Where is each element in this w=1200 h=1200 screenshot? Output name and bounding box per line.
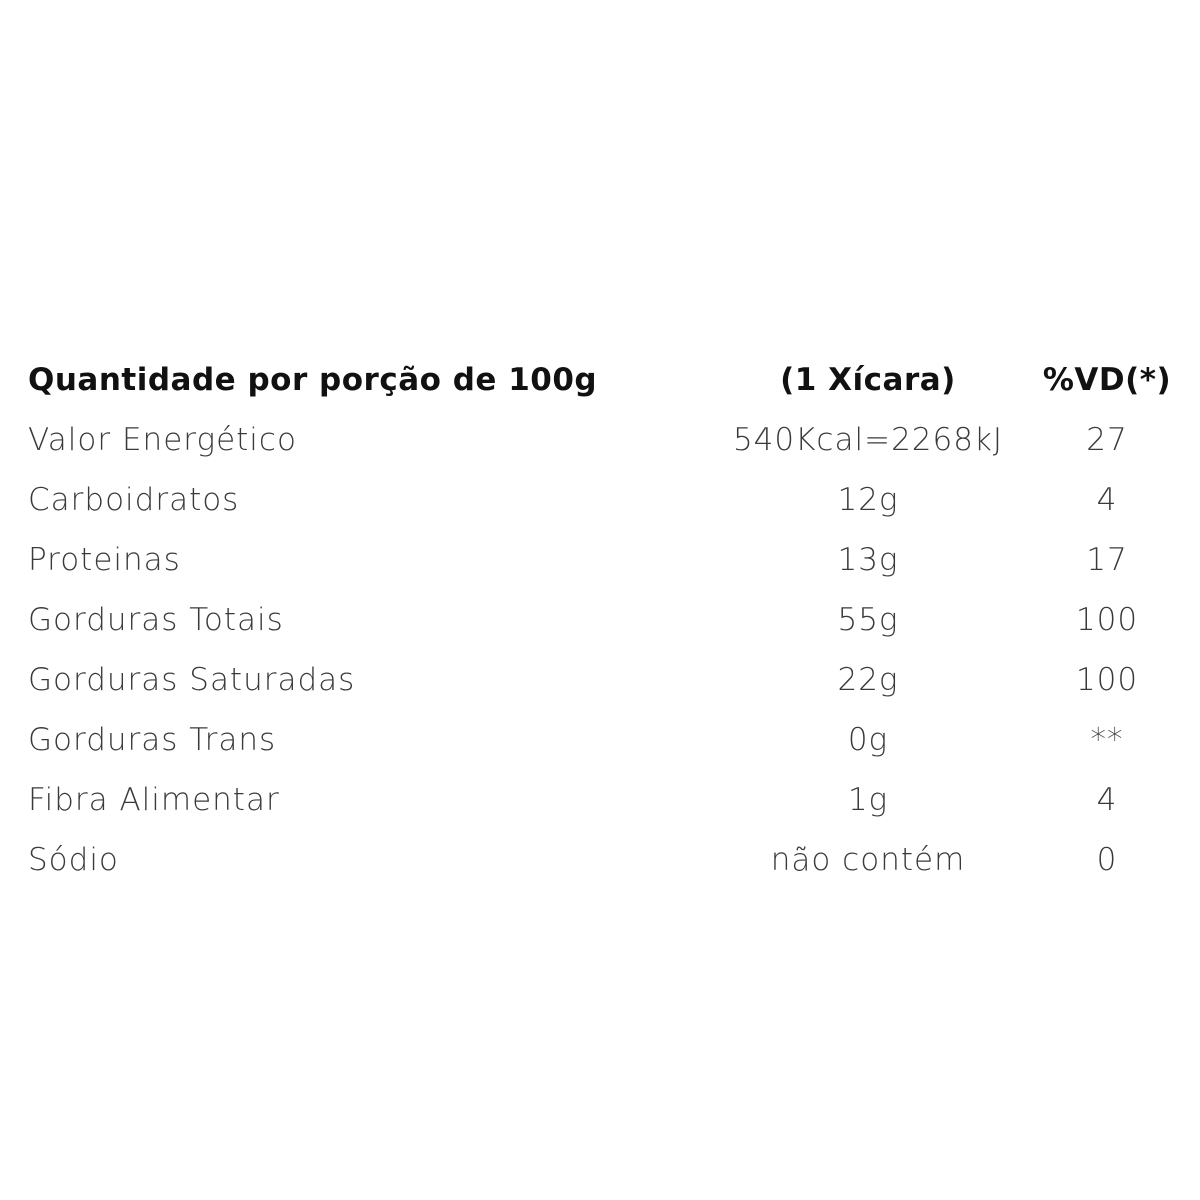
- table-row: Gorduras Trans 0g **: [0, 710, 1200, 770]
- table-row: Proteinas 13g 17: [0, 530, 1200, 590]
- table-row: Gorduras Saturadas 22g 100: [0, 650, 1200, 710]
- header-daily-value: %VD(*): [1042, 362, 1172, 398]
- header-amount: (1 Xícara): [780, 362, 956, 398]
- nutrient-amount: 22g: [837, 662, 899, 698]
- table-row: Carboidratos 12g 4: [0, 470, 1200, 530]
- table-row: Gorduras Totais 55g 100: [0, 590, 1200, 650]
- nutrient-label: Gorduras Trans: [28, 722, 277, 758]
- nutrient-dv: **: [1090, 722, 1124, 758]
- table-row: Valor Energético 540Kcal=2268kJ 27: [0, 410, 1200, 470]
- table-header: Quantidade por porção de 100g (1 Xícara)…: [0, 350, 1200, 410]
- nutrient-label: Sódio: [28, 842, 119, 878]
- nutrient-dv: 4: [1096, 782, 1118, 818]
- nutrient-dv: 17: [1086, 542, 1128, 578]
- nutrient-label: Proteinas: [28, 542, 181, 578]
- nutrient-dv: 100: [1075, 662, 1139, 698]
- nutrient-amount: 12g: [837, 482, 899, 518]
- nutrient-label: Valor Energético: [28, 422, 297, 458]
- nutrition-table: Quantidade por porção de 100g (1 Xícara)…: [0, 350, 1200, 890]
- nutrient-label: Gorduras Totais: [28, 602, 284, 638]
- nutrient-amount: 0g: [847, 722, 889, 758]
- table-row: Sódio não contém 0: [0, 830, 1200, 890]
- nutrient-dv: 100: [1075, 602, 1139, 638]
- header-portion: Quantidade por porção de 100g: [28, 362, 598, 398]
- nutrient-amount: 55g: [837, 602, 899, 638]
- nutrient-dv: 4: [1096, 482, 1118, 518]
- nutrient-label: Carboidratos: [28, 482, 240, 518]
- nutrient-amount: não contém: [770, 842, 966, 878]
- nutrient-dv: 0: [1096, 842, 1118, 878]
- nutrient-dv: 27: [1086, 422, 1128, 458]
- nutrient-amount: 540Kcal=2268kJ: [732, 422, 1004, 458]
- nutrient-amount: 13g: [837, 542, 899, 578]
- nutrient-label: Fibra Alimentar: [28, 782, 280, 818]
- table-row: Fibra Alimentar 1g 4: [0, 770, 1200, 830]
- nutrient-amount: 1g: [847, 782, 889, 818]
- nutrient-label: Gorduras Saturadas: [28, 662, 356, 698]
